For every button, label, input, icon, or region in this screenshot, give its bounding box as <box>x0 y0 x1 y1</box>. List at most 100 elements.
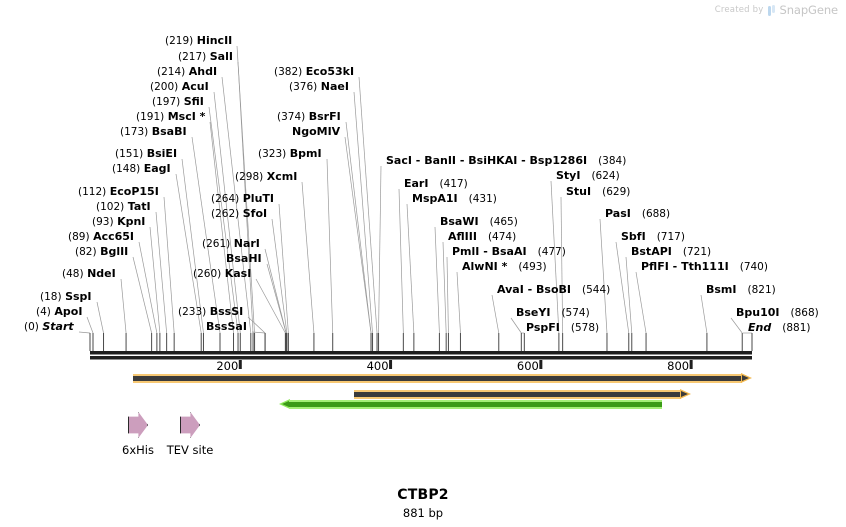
enzyme-position: (298) <box>235 171 264 183</box>
enzyme-label-apoi[interactable]: (4) ApoI <box>36 305 83 319</box>
enzyme-label-ngomiv[interactable]: NgoMIV <box>292 126 340 138</box>
enzyme-label-bsahi[interactable]: BsaHI <box>226 253 262 265</box>
feature-arrow-shape <box>180 412 200 438</box>
enzyme-position: (688) <box>641 208 671 220</box>
enzyme-position: (477) <box>537 246 566 258</box>
enzyme-name: BsiHKAI <box>468 154 518 167</box>
enzyme-name: PasI <box>605 207 631 220</box>
enzyme-position: (217) <box>178 51 207 63</box>
enzyme-label-kpni[interactable]: (93) KpnI <box>92 215 146 229</box>
enzyme-label-sfoi[interactable]: (262) SfoI <box>211 208 267 221</box>
enzyme-label-nari[interactable]: (261) NarI <box>202 238 260 251</box>
orf-shaft <box>132 374 742 383</box>
orf-arrow-orf-3[interactable] <box>279 399 662 409</box>
enzyme-name: Eco53kI <box>305 65 355 78</box>
leader-line-ahdi <box>221 76 252 334</box>
orf-arrow-orf-1[interactable] <box>132 373 752 383</box>
enzyme-position: (191) <box>136 111 165 123</box>
enzyme-label-bsabi[interactable]: (173) BsaBI <box>120 125 187 139</box>
enzyme-position: (4) <box>36 306 51 318</box>
enzyme-position: (578) <box>570 322 600 334</box>
enzyme-label-start[interactable]: (0) Start <box>24 320 74 334</box>
enzyme-name: SbfI <box>621 230 646 243</box>
enzyme-label-saci_grp[interactable]: SacI - BanII - BsiHKAI - Bsp1286I (384) <box>386 154 626 168</box>
enzyme-label-eco53ki[interactable]: (382) Eco53kI <box>274 65 355 79</box>
enzyme-label-sbfi[interactable]: SbfI (717) <box>621 230 685 244</box>
enzyme-name: XcmI <box>266 170 298 183</box>
enzyme-label-alwni[interactable]: AlwNI * (493) <box>462 261 547 274</box>
enzyme-label-styi[interactable]: StyI (624) <box>556 170 620 183</box>
enzyme-label-kasi[interactable]: (260) KasI <box>193 268 251 281</box>
leader-line-kasi <box>255 278 286 334</box>
enzyme-name: BsrFI <box>308 110 341 123</box>
enzyme-position: (474) <box>487 231 517 243</box>
feature-feat-tev[interactable]: TEV site <box>145 412 235 457</box>
orf-arrow-orf-2[interactable] <box>354 389 692 399</box>
enzyme-position: (112) <box>78 186 107 198</box>
enzyme-label-pasi[interactable]: PasI (688) <box>605 207 671 221</box>
enzyme-position: (629) <box>602 186 631 198</box>
enzyme-label-stui[interactable]: StuI (629) <box>566 185 631 199</box>
leader-line-eco53ki <box>358 76 378 334</box>
enzyme-label-afliii[interactable]: AflIII (474) <box>448 231 517 244</box>
enzyme-label-bpu10i[interactable]: Bpu10I (868) <box>736 307 819 320</box>
enzyme-label-bsssai[interactable]: BssSaI <box>206 321 247 333</box>
enzyme-label-hincii[interactable]: (219) HincII <box>165 35 232 48</box>
enzyme-label-naei[interactable]: (376) NaeI <box>289 81 349 94</box>
leader-line-pluti <box>278 203 289 334</box>
enzyme-label-bstapi[interactable]: BstAPI (721) <box>631 246 712 259</box>
enzyme-label-sali[interactable]: (217) SalI <box>178 50 233 64</box>
ruler-tick-label-600: 600 <box>516 359 539 373</box>
enzyme-position: (93) <box>92 216 114 228</box>
enzyme-label-bsmi[interactable]: BsmI (821) <box>706 284 776 297</box>
enzyme-label-bsrfi[interactable]: (374) BsrFI <box>277 110 341 124</box>
enzyme-name: KpnI <box>117 215 146 228</box>
leader-line-hincii <box>236 45 255 334</box>
ruler-scale-tick <box>389 360 393 369</box>
enzyme-label-pmli_grp[interactable]: PmlI - BsaAI (477) <box>452 246 566 259</box>
leader-line-bsahi <box>266 263 287 334</box>
enzyme-name: ApoI <box>54 305 83 318</box>
enzyme-label-bsawi[interactable]: BsaWI (465) <box>440 216 518 229</box>
enzyme-label-acc65i[interactable]: (89) Acc65I <box>68 231 134 244</box>
enzyme-name: SalI <box>209 50 233 63</box>
enzyme-label-bglii[interactable]: (82) BglII <box>75 246 128 259</box>
enzyme-label-ecop15i[interactable]: (112) EcoP15I <box>78 186 159 199</box>
orf-arrowhead-right <box>740 373 752 383</box>
enzyme-label-acui[interactable]: (200) AcuI <box>150 81 209 94</box>
leader-line-bsrfi <box>345 121 372 334</box>
enzyme-label-pspfi[interactable]: PspFI (578) <box>526 322 600 335</box>
enzyme-label-avai_grp[interactable]: AvaI - BsoBI (544) <box>497 283 610 297</box>
enzyme-label-tati[interactable]: (102) TatI <box>96 201 151 214</box>
enzyme-label-end[interactable]: End (881) <box>748 322 810 335</box>
enzyme-label-mspa1i[interactable]: MspA1I (431) <box>412 193 497 206</box>
enzyme-label-pflfi_grp[interactable]: PflFI - Tth111I (740) <box>641 261 768 274</box>
enzyme-label-eagi[interactable]: (148) EagI <box>112 163 171 176</box>
enzyme-name: Start <box>42 320 74 333</box>
enzyme-label-bpmi[interactable]: (323) BpmI <box>258 148 322 161</box>
enzyme-position: (151) <box>115 148 144 160</box>
enzyme-label-xcmi[interactable]: (298) XcmI <box>235 170 298 184</box>
feature-feat-6xhis[interactable]: 6xHis <box>93 412 183 457</box>
enzyme-label-bsiei[interactable]: (151) BsiEI <box>115 148 177 161</box>
enzyme-label-msci[interactable]: (191) MscI * <box>136 111 205 124</box>
enzyme-label-pluti[interactable]: (264) PluTI <box>211 193 274 206</box>
enzyme-label-sfii[interactable]: (197) SfiI <box>152 96 204 109</box>
orf-shaft <box>354 390 682 399</box>
enzyme-position: (868) <box>790 307 819 319</box>
enzyme-position: (721) <box>682 246 712 258</box>
enzyme-label-bsssi[interactable]: (233) BssSI <box>178 306 243 319</box>
enzyme-label-bseyi[interactable]: BseYI (574) <box>516 307 590 320</box>
enzyme-label-ndei[interactable]: (48) NdeI <box>62 267 116 281</box>
enzyme-label-eari[interactable]: EarI (417) <box>404 178 468 191</box>
enzyme-name: StuI <box>566 185 592 198</box>
enzyme-label-ahdi[interactable]: (214) AhdI <box>157 66 217 79</box>
enzyme-position: (382) <box>274 66 303 78</box>
leader-line-bsssi <box>247 316 266 334</box>
enzyme-label-sspi[interactable]: (18) SspI <box>40 291 92 304</box>
enzyme-position: (102) <box>96 201 125 213</box>
enzyme-name: BsaBI <box>151 125 187 138</box>
orf-arrowhead-right <box>680 389 692 399</box>
enzyme-name: NdeI <box>87 267 116 280</box>
enzyme-name-separator: - <box>523 283 537 296</box>
